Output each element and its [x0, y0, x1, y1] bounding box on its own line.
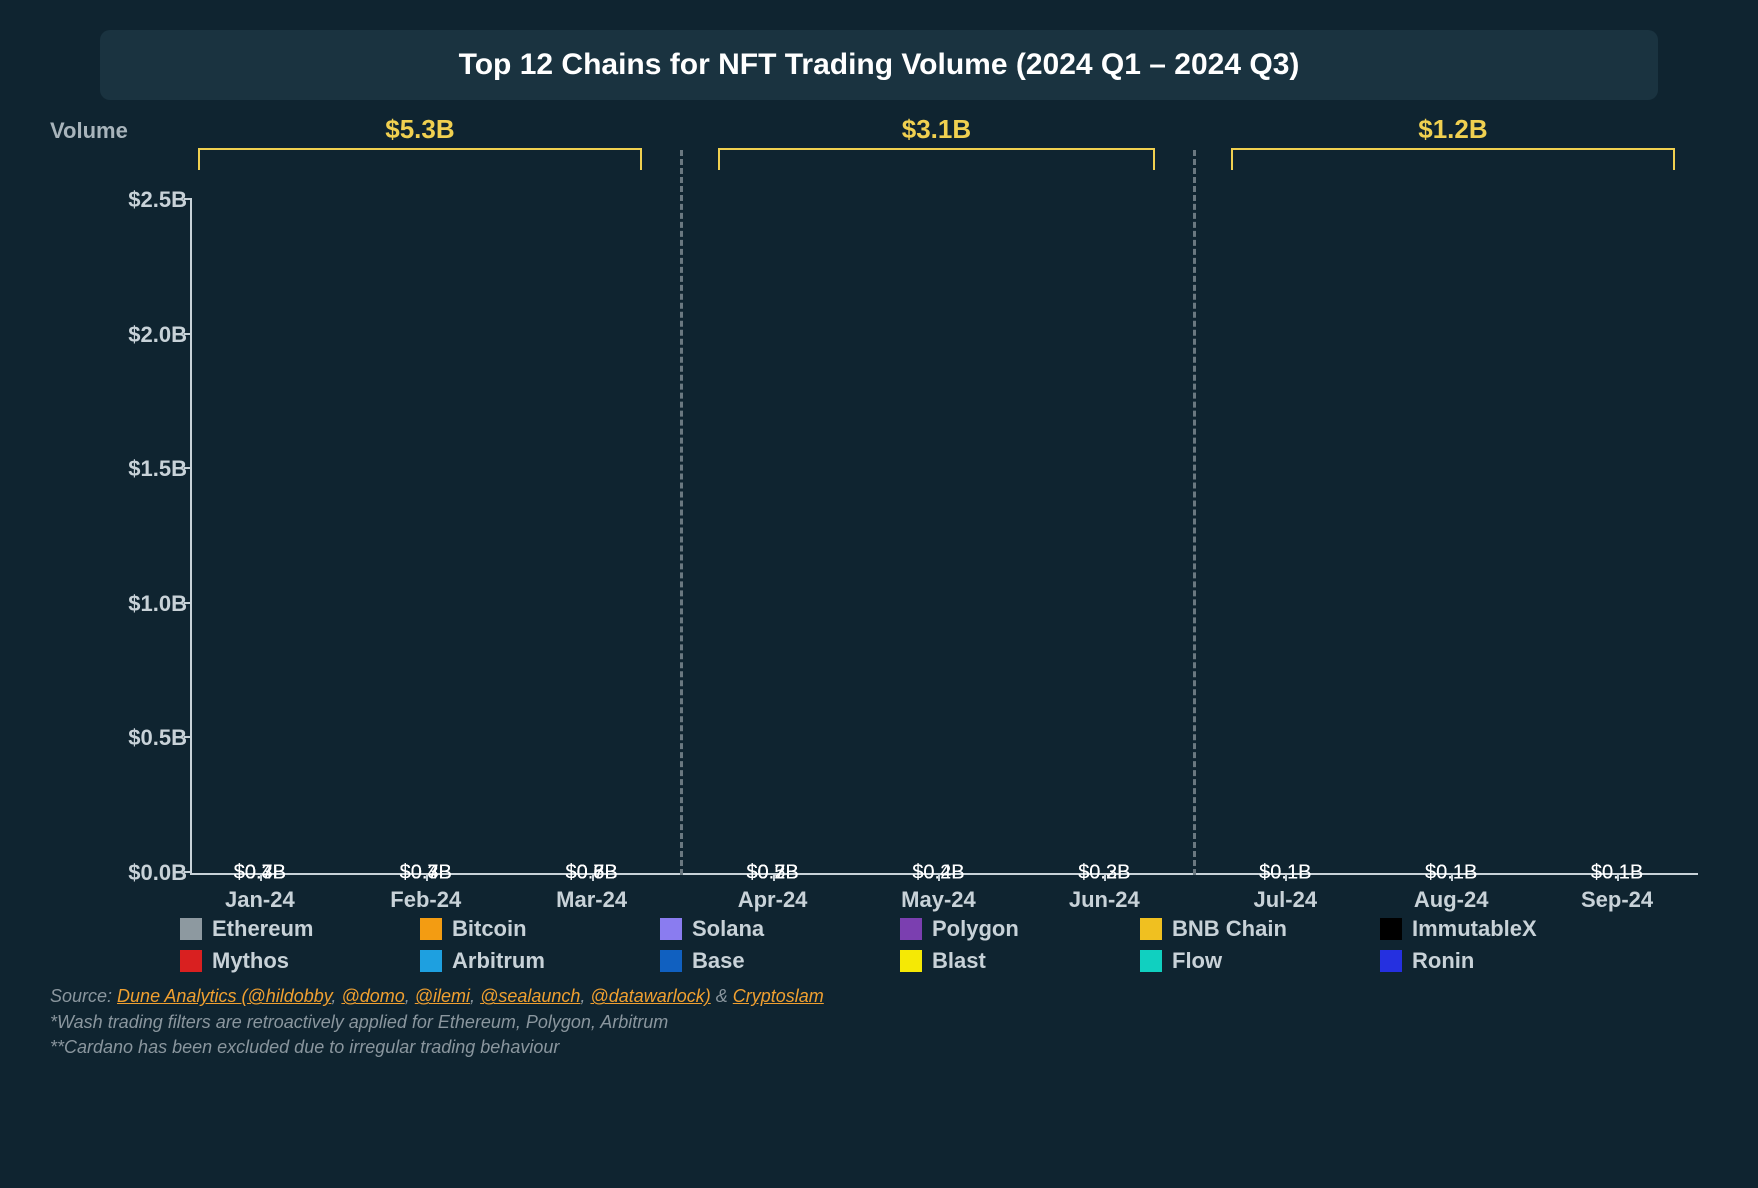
legend-swatch — [660, 950, 682, 972]
quarter-total: $1.2B — [1231, 114, 1676, 145]
footnote-1: *Wash trading filters are retroactively … — [50, 1010, 824, 1035]
quarter-divider — [1193, 150, 1196, 875]
legend-label: Polygon — [932, 916, 1019, 942]
legend-swatch — [180, 918, 202, 940]
y-tick-label: $2.5B — [92, 187, 187, 213]
legend: Ethereum Bitcoin Solana Polygon BNB Chain Imm… — [180, 916, 1698, 980]
legend-item-flow: Flow — [1140, 948, 1380, 974]
legend-swatch — [420, 950, 442, 972]
x-tick-label: Apr-24 — [693, 887, 853, 913]
plot-region: $0.0B$0.5B$1.0B$1.5B$2.0B$2.5B$0.7B$0.4B… — [190, 200, 1698, 875]
legend-item-bnb-chain: BNB Chain — [1140, 916, 1380, 942]
y-tick-label: $1.5B — [92, 456, 187, 482]
y-tick-label: $2.0B — [92, 322, 187, 348]
legend-item-arbitrum: Arbitrum — [420, 948, 660, 974]
legend-swatch — [900, 950, 922, 972]
x-tick-label: Feb-24 — [346, 887, 506, 913]
legend-label: Solana — [692, 916, 764, 942]
quarter-total: $3.1B — [718, 114, 1155, 145]
x-tick-label: Sep-24 — [1537, 887, 1697, 913]
legend-label: Mythos — [212, 948, 289, 974]
y-tick-label: $0.5B — [92, 725, 187, 751]
source-line: Source: Dune Analytics (@hildobby, @domo… — [50, 984, 824, 1009]
y-tick-label: $0.0B — [92, 860, 187, 886]
legend-item-base: Base — [660, 948, 900, 974]
legend-swatch — [1380, 950, 1402, 972]
chart-title-bar: Top 12 Chains for NFT Trading Volume (20… — [100, 30, 1658, 100]
source-link[interactable]: Cryptoslam — [733, 986, 824, 1006]
legend-label: Flow — [1172, 948, 1222, 974]
legend-label: Blast — [932, 948, 986, 974]
source-link[interactable]: @datawarlock) — [590, 986, 710, 1006]
y-tick-label: $1.0B — [92, 591, 187, 617]
legend-swatch — [900, 918, 922, 940]
x-tick-label: Aug-24 — [1371, 887, 1531, 913]
legend-swatch — [1380, 918, 1402, 940]
legend-label: Arbitrum — [452, 948, 545, 974]
footnote-2: **Cardano has been excluded due to irreg… — [50, 1035, 824, 1060]
legend-item-polygon: Polygon — [900, 916, 1140, 942]
x-tick-label: Jan-24 — [180, 887, 340, 913]
legend-item-solana: Solana — [660, 916, 900, 942]
legend-label: ImmutableX — [1412, 916, 1537, 942]
legend-item-ronin: Ronin — [1380, 948, 1620, 974]
x-tick-label: Mar-24 — [512, 887, 672, 913]
x-tick-label: May-24 — [858, 887, 1018, 913]
legend-label: Ethereum — [212, 916, 313, 942]
chart-area: Volume $5.3B$3.1B$1.2B $0.0B$0.5B$1.0B$1… — [40, 120, 1718, 1060]
legend-item-ethereum: Ethereum — [180, 916, 420, 942]
legend-swatch — [1140, 918, 1162, 940]
legend-label: Bitcoin — [452, 916, 527, 942]
x-tick-label: Jun-24 — [1024, 887, 1184, 913]
legend-item-immutablex: ImmutableX — [1380, 916, 1620, 942]
legend-item-blast: Blast — [900, 948, 1140, 974]
legend-swatch — [420, 918, 442, 940]
footnotes: Source: Dune Analytics (@hildobby, @domo… — [50, 984, 824, 1060]
y-axis-label: Volume — [50, 118, 128, 144]
source-link[interactable]: @ilemi — [415, 986, 470, 1006]
legend-label: BNB Chain — [1172, 916, 1287, 942]
legend-label: Base — [692, 948, 745, 974]
source-link[interactable]: @domo — [341, 986, 404, 1006]
quarter-brackets: $5.3B$3.1B$1.2B — [190, 120, 1698, 180]
chart-title: Top 12 Chains for NFT Trading Volume (20… — [100, 48, 1658, 82]
source-link[interactable]: @sealaunch — [480, 986, 580, 1006]
quarter-total: $5.3B — [198, 114, 643, 145]
legend-label: Ronin — [1412, 948, 1474, 974]
legend-swatch — [1140, 950, 1162, 972]
x-tick-label: Jul-24 — [1205, 887, 1365, 913]
quarter-divider — [680, 150, 683, 875]
legend-swatch — [660, 918, 682, 940]
legend-swatch — [180, 950, 202, 972]
legend-item-mythos: Mythos — [180, 948, 420, 974]
source-link[interactable]: Dune Analytics (@hildobby — [117, 986, 331, 1006]
legend-item-bitcoin: Bitcoin — [420, 916, 660, 942]
